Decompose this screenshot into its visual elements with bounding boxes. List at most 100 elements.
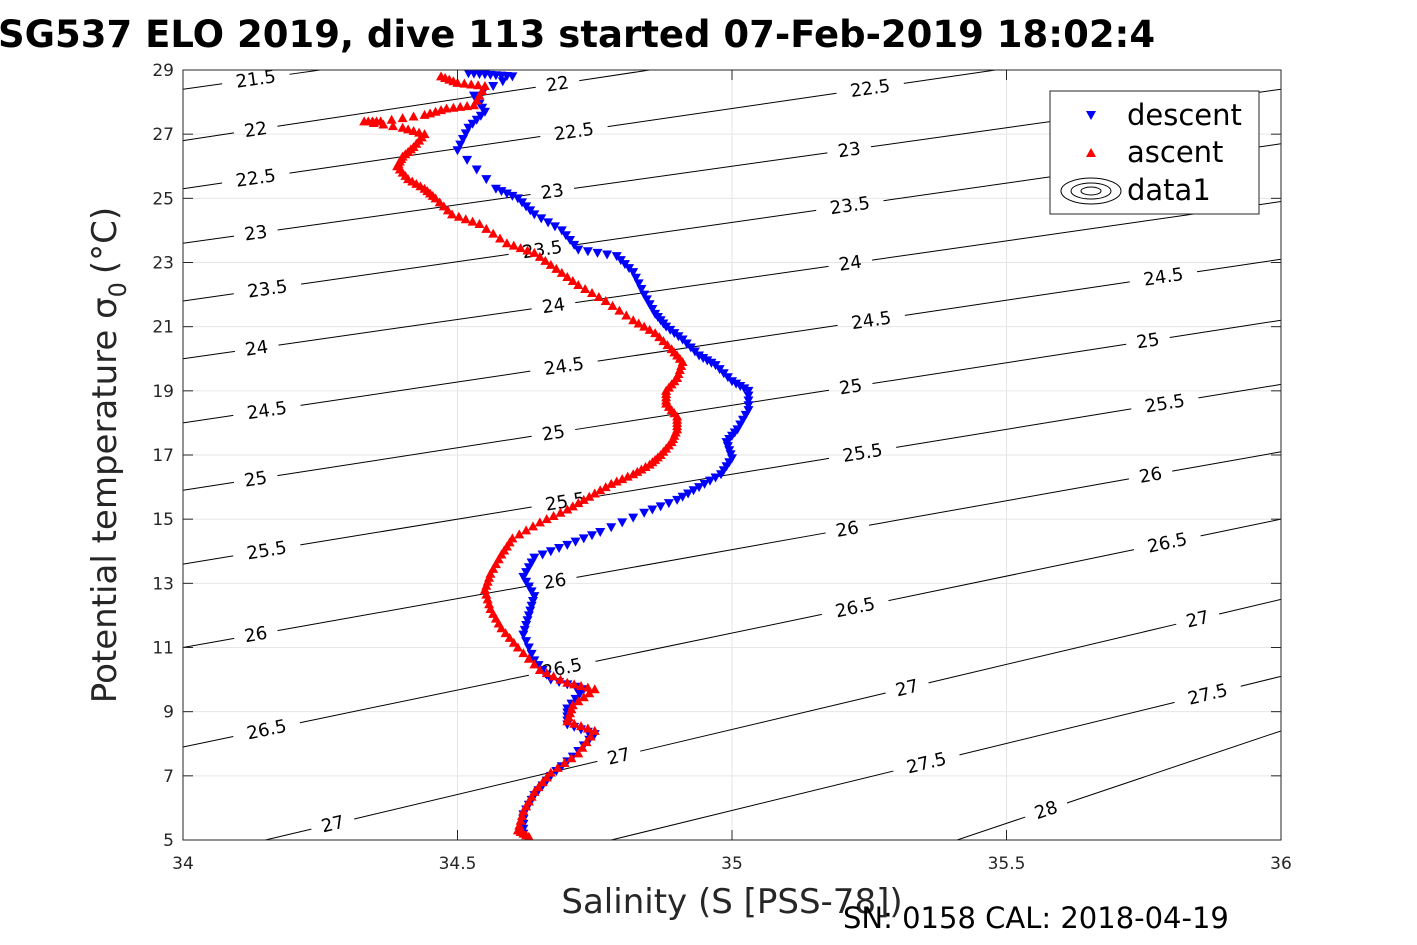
descent-point (460, 129, 471, 139)
contour-line-25 (1169, 319, 1281, 338)
contour-label: 24 (541, 294, 567, 318)
contour-line-27-5 (611, 770, 894, 840)
y-tick-label: 21 (152, 318, 174, 338)
ascent-point (628, 315, 639, 325)
ascent-point (662, 340, 673, 350)
contour-label: 27 (1184, 607, 1211, 633)
descent-point (518, 572, 529, 582)
ascent-point (611, 476, 622, 486)
descent-point (636, 284, 647, 294)
legend-descent-marker-icon (1086, 111, 1096, 120)
ascent-point (481, 589, 492, 599)
ascent-point (573, 748, 584, 758)
ascent-point (481, 223, 492, 233)
ascent-point (436, 105, 447, 115)
ascent-point (576, 681, 587, 690)
descent-point (743, 406, 754, 416)
descent-point (641, 295, 652, 305)
ascent-point (447, 209, 458, 219)
ascent-point (562, 504, 573, 514)
descent-point (523, 582, 534, 592)
contour-line-27-5 (959, 701, 1175, 756)
ascent-point (595, 485, 606, 495)
chart-title: SG537 ELO 2019, dive 113 started 07-Feb-… (0, 13, 1155, 56)
y-tick-label: 25 (152, 189, 174, 209)
contour-line-27 (265, 828, 312, 840)
ascent-point (614, 305, 625, 315)
descent-point (644, 300, 655, 310)
ascent-point (559, 758, 570, 767)
contour-label: 27 (319, 812, 346, 838)
contour-line-22-5 (183, 182, 223, 190)
descent-point (663, 499, 674, 509)
ascent-point (567, 275, 578, 285)
descent-point (565, 236, 576, 246)
descent-point (743, 391, 754, 401)
ascent-point (545, 767, 556, 777)
ascent-point (587, 287, 598, 297)
contour-line-21-5 (183, 83, 223, 90)
contour-line-23 (183, 235, 235, 244)
y-axis-label-group: Potential temperature σ0 (°C) (85, 207, 132, 703)
ascent-series (359, 71, 688, 840)
descent-point (457, 134, 468, 144)
contour-line-25 (277, 435, 532, 477)
ascent-point (467, 216, 478, 226)
contour-line-21-5 (289, 70, 321, 75)
contour-line-23 (574, 152, 828, 189)
descent-point (471, 165, 482, 175)
x-tick-label: 34.5 (439, 854, 477, 874)
y-tick-label: 19 (152, 382, 174, 402)
ascent-point (581, 737, 592, 747)
descent-point (556, 226, 567, 236)
ascent-point (551, 263, 562, 273)
ascent-point (488, 228, 499, 238)
ascent-point (533, 782, 544, 792)
ascent-point (633, 318, 644, 328)
contour-label: 23 (540, 180, 566, 204)
ascent-point (589, 488, 600, 498)
descent-point (739, 384, 750, 394)
descent-point (698, 353, 709, 363)
ascent-point (522, 245, 533, 255)
ascent-point (460, 214, 471, 224)
descent-point (694, 351, 705, 361)
descent-point (677, 492, 688, 502)
ascent-point (462, 101, 473, 111)
descent-point (537, 550, 548, 560)
ascent-point (397, 122, 408, 132)
ascent-point (442, 205, 453, 215)
descent-point (463, 123, 474, 133)
contour-label: 25 (1135, 329, 1161, 353)
ascent-point (569, 679, 580, 689)
contour-label: 21.5 (235, 66, 278, 92)
ascent-point (566, 753, 577, 763)
ascent-point (621, 310, 632, 320)
descent-point (507, 191, 518, 201)
ascent-point (567, 501, 578, 511)
y-axis-label-main: Potential temperature σ (85, 297, 125, 703)
ascent-point (512, 642, 523, 652)
y-tick-label: 7 (163, 767, 174, 787)
contour-line-25-5 (896, 408, 1132, 448)
ascent-point (606, 478, 617, 488)
legend[interactable]: descent ascent data1 (1049, 90, 1260, 215)
descent-point (639, 290, 650, 300)
descent-point (507, 72, 518, 82)
contour-line-26 (576, 532, 826, 578)
descent-point (727, 377, 737, 387)
descent-point (574, 690, 585, 700)
ascent-point (527, 521, 538, 531)
descent-point (688, 486, 699, 496)
descent-point (523, 611, 534, 621)
descent-point (545, 547, 556, 557)
descent-point (630, 273, 641, 283)
contour-line-23-5 (575, 209, 817, 246)
contour-line-25 (575, 389, 830, 431)
ascent-point (518, 648, 529, 658)
contour-label: 24 (838, 252, 864, 276)
descent-point (501, 189, 512, 199)
ascent-point (600, 296, 611, 305)
ascent-point (644, 324, 655, 334)
ascent-point (650, 328, 661, 338)
